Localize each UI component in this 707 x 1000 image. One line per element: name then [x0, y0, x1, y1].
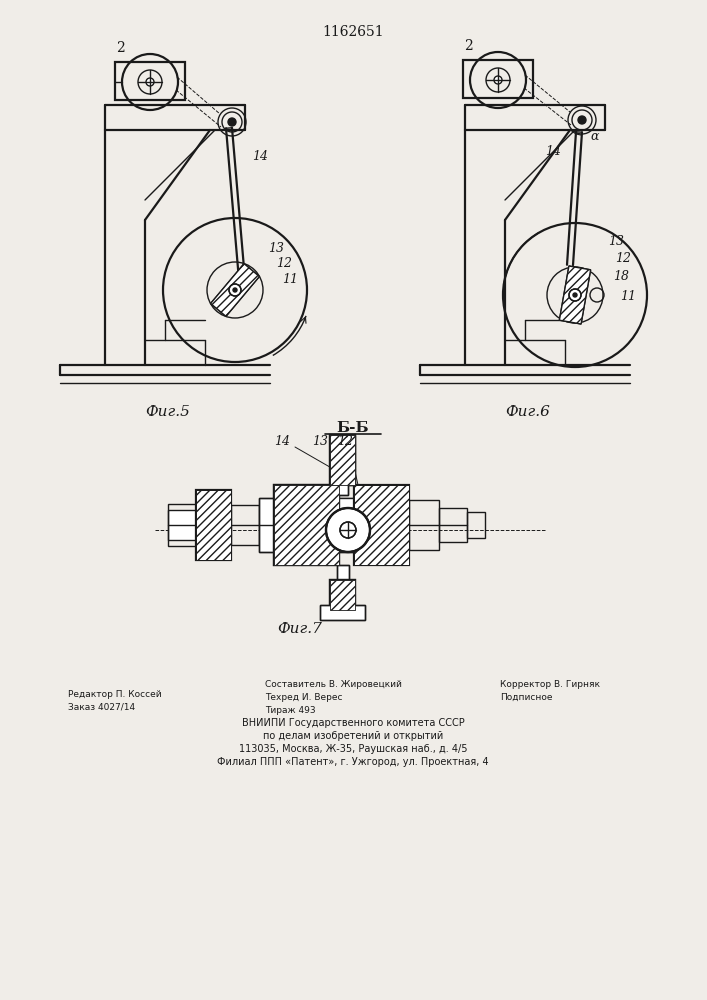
Circle shape — [578, 116, 586, 124]
Bar — [330, 435, 355, 485]
Text: 13: 13 — [268, 242, 284, 255]
Bar — [168, 510, 196, 540]
Text: 11: 11 — [282, 273, 298, 286]
Text: α: α — [590, 130, 599, 143]
Circle shape — [494, 76, 502, 84]
Text: 13: 13 — [312, 435, 328, 448]
Bar — [259, 498, 274, 552]
Text: Б-Б: Б-Б — [337, 421, 369, 435]
Bar — [409, 500, 439, 550]
Polygon shape — [211, 264, 259, 316]
Bar — [330, 580, 355, 610]
Bar — [337, 480, 348, 495]
Text: 12: 12 — [337, 435, 353, 448]
Bar — [274, 485, 339, 565]
Circle shape — [146, 78, 154, 86]
Bar — [274, 485, 339, 565]
Text: 14: 14 — [545, 145, 561, 158]
Bar — [231, 505, 259, 545]
Circle shape — [340, 522, 356, 538]
Bar — [330, 435, 355, 485]
Text: Составитель В. Жировецкий: Составитель В. Жировецкий — [265, 680, 402, 689]
Text: 2: 2 — [464, 39, 472, 53]
Circle shape — [326, 508, 370, 552]
Text: Техред И. Верес: Техред И. Верес — [265, 693, 342, 702]
Bar — [354, 485, 409, 565]
Bar — [330, 580, 355, 610]
Bar — [467, 512, 485, 538]
Text: 13: 13 — [608, 235, 624, 248]
Text: 14: 14 — [274, 435, 290, 448]
Text: Фиг.5: Фиг.5 — [146, 405, 190, 419]
Bar — [354, 485, 409, 565]
Text: Тираж 493: Тираж 493 — [265, 706, 315, 715]
Circle shape — [233, 288, 237, 292]
Text: Подписное: Подписное — [500, 693, 552, 702]
Bar — [339, 498, 354, 552]
Bar — [330, 580, 355, 610]
Bar — [330, 435, 355, 485]
Text: 113035, Москва, Ж-35, Раушская наб., д. 4/5: 113035, Москва, Ж-35, Раушская наб., д. … — [239, 744, 467, 754]
Text: 2: 2 — [116, 41, 124, 55]
Bar — [337, 565, 349, 580]
Bar — [439, 508, 467, 542]
Bar — [330, 435, 355, 485]
Text: 1162651: 1162651 — [322, 25, 384, 39]
Text: 12: 12 — [615, 252, 631, 265]
Text: 11: 11 — [620, 290, 636, 303]
Circle shape — [569, 289, 581, 301]
Bar — [320, 605, 365, 620]
Bar — [168, 504, 196, 546]
Bar — [274, 485, 339, 565]
Text: Филиал ППП «Патент», г. Ужгород, ул. Проектная, 4: Филиал ППП «Патент», г. Ужгород, ул. Про… — [217, 757, 489, 767]
Text: Фиг.7: Фиг.7 — [278, 622, 322, 636]
Circle shape — [573, 293, 577, 297]
Polygon shape — [211, 264, 259, 316]
Bar — [196, 490, 231, 560]
Text: Фиг.6: Фиг.6 — [506, 405, 551, 419]
Text: Корректор В. Гирняк: Корректор В. Гирняк — [500, 680, 600, 689]
Text: Заказ 4027/14: Заказ 4027/14 — [68, 703, 135, 712]
Bar — [337, 480, 348, 495]
Circle shape — [228, 118, 236, 126]
Text: 12: 12 — [276, 257, 292, 270]
Bar — [259, 498, 274, 552]
Bar — [115, 62, 185, 100]
Polygon shape — [559, 266, 590, 324]
Bar — [463, 60, 533, 98]
Bar — [339, 498, 354, 552]
Bar — [196, 490, 231, 560]
Circle shape — [229, 284, 241, 296]
Text: ВНИИПИ Государственного комитета СССР: ВНИИПИ Государственного комитета СССР — [242, 718, 464, 728]
Text: Редактор П. Коссей: Редактор П. Коссей — [68, 690, 162, 699]
Text: 14: 14 — [252, 150, 268, 163]
Polygon shape — [559, 266, 590, 324]
Bar — [320, 605, 365, 620]
Text: 18: 18 — [613, 270, 629, 283]
Bar — [337, 565, 349, 580]
Text: по делам изобретений и открытий: по делам изобретений и открытий — [263, 731, 443, 741]
